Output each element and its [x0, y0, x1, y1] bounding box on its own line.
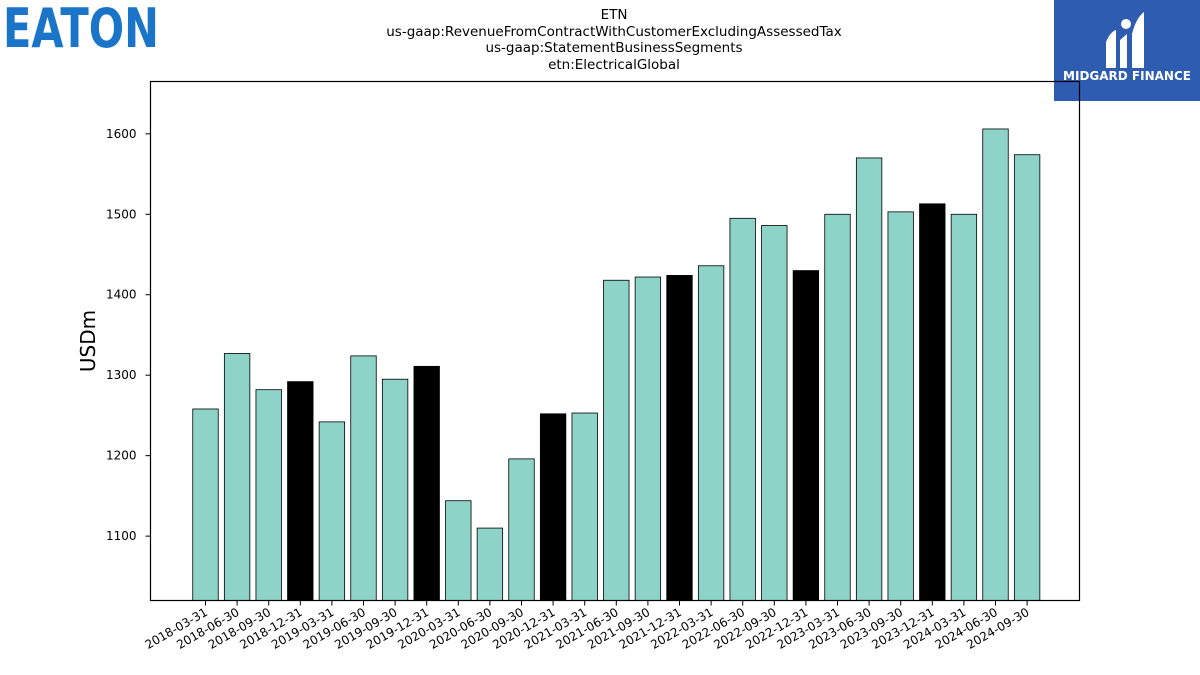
bar-2019-12-31	[413, 365, 440, 601]
bar-2023-09-30	[887, 211, 914, 601]
bar-2020-09-30	[508, 458, 535, 601]
bar-2022-06-30	[729, 217, 756, 601]
x-axis: 2018-03-312018-06-302018-09-302018-12-31…	[143, 600, 1032, 652]
y-axis: 1100 1200 1300 1400 1500 1600	[106, 127, 151, 543]
eaton-logo-text: EATON	[4, 4, 159, 48]
plot-frame	[149, 80, 1081, 602]
bar-2019-03-31	[318, 421, 346, 601]
bar-2019-09-30	[381, 378, 409, 601]
bars-group	[192, 128, 1041, 601]
chart-title-line: us-gaap:StatementBusinessSegments	[485, 40, 743, 56]
bar-2022-12-31	[792, 270, 820, 601]
bar-2018-03-31	[192, 408, 219, 601]
y-tick-label: 1500	[106, 207, 137, 221]
bar-2024-03-31	[950, 213, 978, 601]
y-tick-label: 1400	[106, 288, 137, 302]
brand-name: MIDGARD FINANCE	[1063, 69, 1191, 83]
bar-2024-09-30	[1013, 154, 1041, 601]
bar-2018-12-31	[287, 381, 314, 601]
bar-2021-12-31	[666, 275, 693, 601]
bar-2022-03-31	[697, 265, 725, 601]
bar-2020-03-31	[445, 500, 472, 601]
y-tick-label: 1300	[106, 368, 137, 382]
bar-2023-06-30	[855, 157, 883, 601]
bar-2019-06-30	[350, 355, 377, 601]
bar-2023-03-31	[824, 213, 851, 601]
chart-title-line: etn:ElectricalGlobal	[548, 56, 680, 73]
bar-2021-06-30	[603, 279, 630, 601]
bar-2021-03-31	[571, 412, 598, 601]
midgard-monogram-icon	[1106, 12, 1144, 68]
eaton-logo: EATON	[4, 4, 159, 48]
y-tick-label: 1200	[106, 449, 137, 463]
midgard-finance-logo: MIDGARD FINANCE	[1054, 0, 1200, 101]
bar-2022-09-30	[761, 225, 788, 601]
chart-title: ETN us-gaap:RevenueFromContractWithCusto…	[300, 7, 928, 73]
chart-title-line: us-gaap:RevenueFromContractWithCustomerE…	[386, 23, 842, 40]
y-axis-label: USDm	[76, 310, 100, 372]
bar-2018-09-30	[255, 389, 282, 601]
chart-title-line: ETN	[600, 7, 628, 23]
bar-2020-12-31	[539, 413, 567, 601]
y-tick-label: 1600	[106, 127, 137, 141]
bar-2018-06-30	[223, 353, 251, 601]
bar-2023-12-31	[919, 203, 946, 601]
bar-2024-06-30	[982, 128, 1009, 601]
bar-2021-09-30	[634, 276, 662, 601]
bar-2020-06-30	[476, 527, 504, 601]
y-tick-label: 1100	[106, 529, 137, 543]
